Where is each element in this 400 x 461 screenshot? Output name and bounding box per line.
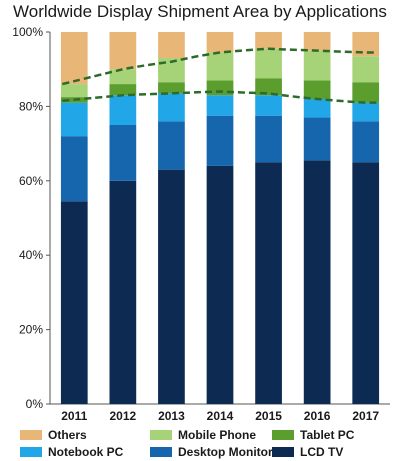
bar-segment-others [60,32,88,85]
x-tick-label: 2014 [207,409,234,423]
bar-segment-tablet-pc [158,82,185,94]
bar-segment-mobile-phone [255,48,282,79]
bar-segment-lcd-tv [255,162,282,404]
bar-segment-desktop-monitor [303,117,331,161]
bar-segment-lcd-tv [158,169,185,404]
bar-segment-others [255,32,282,49]
bar-segment-tablet-pc [206,80,234,96]
x-tick-label: 2017 [352,409,379,423]
bar-segment-lcd-tv [352,162,380,404]
annotation-dashed-line-1 [62,90,378,104]
y-tick-label: 80% [19,99,43,113]
bar-segment-notebook-pc [206,95,234,116]
bar-segment-others [109,32,137,70]
x-tick-label: 2016 [304,409,331,423]
x-tick-labels: 2011 2012 2013 2014 2015 2016 2017 [61,409,379,423]
bar-segment-notebook-pc [303,98,331,118]
bar-segment-desktop-monitor [206,115,234,166]
bar-segment-mobile-phone [303,50,331,81]
bar-segment-others [206,32,234,53]
x-tick-label: 2011 [61,409,87,423]
y-tick-label: 20% [19,323,43,337]
bar-segment-others [158,32,185,59]
y-tick-labels: 0% 20% 40% 60% 80% 100% [12,25,50,411]
bar-segment-lcd-tv [206,165,234,404]
x-tick-label: 2013 [158,409,185,423]
bar-segment-tablet-pc [255,78,282,96]
bar-segment-tablet-pc [109,84,137,96]
annotation-dashed-line-2 [61,47,378,86]
bar-segment-notebook-pc [255,95,282,116]
bar-segment-notebook-pc [109,95,137,125]
x-tick-label: 2015 [255,409,282,423]
y-tick-label: 100% [12,25,43,39]
x-tick-label: 2012 [110,409,137,423]
bar-stacks [60,32,380,404]
bar-segment-notebook-pc [352,102,380,122]
bar-segment-notebook-pc [158,93,185,122]
bar-segment-mobile-phone [109,69,137,85]
bar-segment-mobile-phone [206,52,234,81]
bar-segment-desktop-monitor [109,125,137,181]
bar-segment-tablet-pc [352,82,380,103]
y-tick-label: 40% [19,248,43,262]
bar-segment-lcd-tv [109,180,137,404]
bar-segment-desktop-monitor [352,121,380,163]
y-tick-label: 0% [26,397,44,411]
bar-segment-mobile-phone [352,56,380,83]
bar-segment-mobile-phone [60,84,88,98]
y-tick-label: 60% [19,174,43,188]
chart-title: Worldwide Display Shipment Area by Appli… [13,2,387,21]
bar-segment-notebook-pc [60,102,88,137]
bar-segment-desktop-monitor [158,121,185,170]
bar-segment-others [303,32,331,51]
annotation-lines [61,47,378,104]
bar-segment-desktop-monitor [60,136,88,202]
bar-segment-tablet-pc [303,80,331,99]
bar-segment-lcd-tv [303,160,331,404]
bar-segment-desktop-monitor [255,115,282,163]
bar-segment-lcd-tv [60,201,88,404]
